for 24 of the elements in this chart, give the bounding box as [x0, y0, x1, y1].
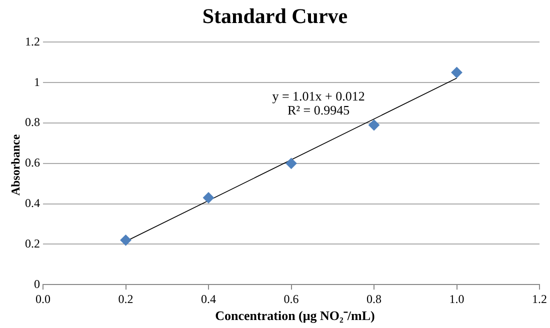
y-tick-label: 1.2 — [25, 34, 40, 48]
y-tick-label: 0.4 — [25, 196, 40, 210]
y-tick-label: 0.2 — [25, 236, 40, 250]
x-tick-label: 1.0 — [449, 292, 464, 306]
x-tick-label: 0.0 — [36, 292, 50, 306]
x-tick-label: 0.8 — [366, 292, 382, 306]
annotation: R² = 0.9945 — [287, 102, 350, 118]
point — [368, 120, 380, 131]
x-tick-label: 0.2 — [118, 292, 134, 306]
point — [203, 192, 214, 204]
y-axis-title: Absorbance — [8, 134, 24, 196]
y-tick-label: 0.8 — [25, 115, 40, 130]
chart-title: Standard Curve — [201, 4, 349, 29]
x-tick-label: 0.4 — [201, 292, 216, 306]
annotation: y = 1.01x + 0.012 — [272, 88, 365, 104]
point — [286, 158, 297, 169]
y-tick-label: 1 — [34, 74, 40, 89]
x-tick-label: 1.2 — [532, 292, 547, 306]
y-tick-label: 0 — [34, 276, 40, 291]
y-tick-label: 0.6 — [25, 156, 40, 170]
point — [451, 67, 462, 78]
x-axis-title: Concentration (μg NO₂⁻/mL) — [214, 307, 376, 324]
x-tick-label: 0.6 — [284, 292, 299, 306]
point — [120, 234, 132, 246]
